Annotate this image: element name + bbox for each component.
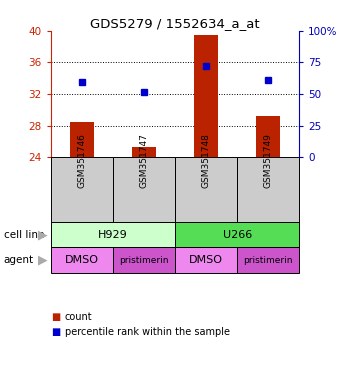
Bar <box>51 247 113 273</box>
Text: GSM351749: GSM351749 <box>264 133 273 188</box>
Text: ▶: ▶ <box>38 253 48 266</box>
Bar <box>257 116 280 157</box>
Text: DMSO: DMSO <box>189 255 223 265</box>
Bar <box>175 157 237 222</box>
Text: GSM351747: GSM351747 <box>139 133 148 188</box>
Bar <box>113 157 175 222</box>
Bar <box>51 157 113 222</box>
Text: DMSO: DMSO <box>65 255 99 265</box>
Bar <box>175 222 299 247</box>
Bar <box>132 147 156 157</box>
Bar <box>51 222 175 247</box>
Text: ■: ■ <box>51 327 60 337</box>
Text: pristimerin: pristimerin <box>119 255 169 265</box>
Bar <box>194 35 218 157</box>
Text: agent: agent <box>4 255 34 265</box>
Bar <box>113 247 175 273</box>
Text: ■: ■ <box>51 312 60 322</box>
Text: ▶: ▶ <box>38 228 48 241</box>
Bar <box>175 247 237 273</box>
Text: GSM351748: GSM351748 <box>202 133 211 188</box>
Bar <box>237 247 299 273</box>
Text: count: count <box>65 312 92 322</box>
Text: U266: U266 <box>223 230 252 240</box>
Title: GDS5279 / 1552634_a_at: GDS5279 / 1552634_a_at <box>90 17 260 30</box>
Text: percentile rank within the sample: percentile rank within the sample <box>65 327 230 337</box>
Text: GSM351746: GSM351746 <box>77 133 86 188</box>
Bar <box>70 122 93 157</box>
Bar <box>237 157 299 222</box>
Text: pristimerin: pristimerin <box>244 255 293 265</box>
Text: H929: H929 <box>98 230 128 240</box>
Text: cell line: cell line <box>4 230 44 240</box>
